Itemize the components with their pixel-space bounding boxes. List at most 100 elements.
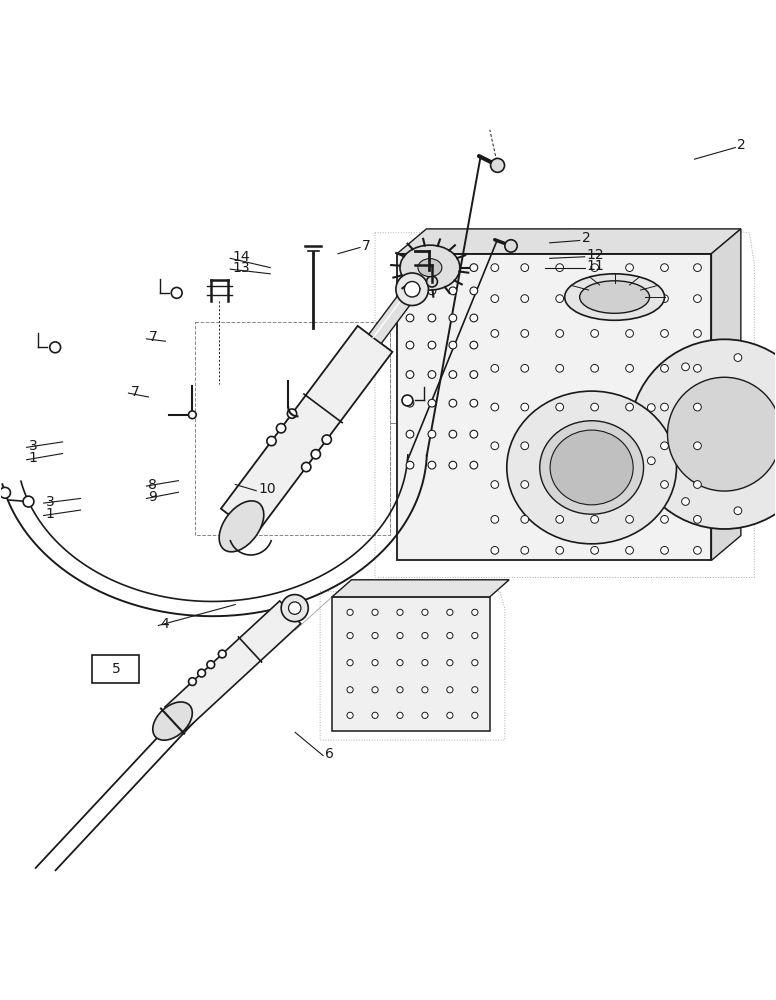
Circle shape [660, 481, 668, 488]
Circle shape [556, 295, 563, 302]
Circle shape [372, 687, 378, 693]
Circle shape [302, 462, 311, 472]
Text: 1: 1 [29, 451, 37, 465]
Circle shape [491, 403, 499, 411]
Circle shape [694, 546, 702, 554]
Circle shape [660, 364, 668, 372]
Circle shape [287, 409, 296, 418]
Circle shape [218, 650, 226, 658]
Circle shape [207, 661, 215, 668]
Circle shape [347, 632, 353, 639]
Circle shape [647, 457, 655, 465]
Circle shape [734, 354, 742, 361]
Circle shape [422, 632, 428, 639]
Circle shape [447, 632, 453, 639]
Circle shape [490, 158, 504, 172]
Circle shape [267, 436, 276, 446]
Circle shape [505, 240, 517, 252]
Ellipse shape [418, 259, 442, 277]
Circle shape [422, 712, 428, 718]
Circle shape [189, 411, 196, 419]
Circle shape [447, 712, 453, 718]
Text: 6: 6 [325, 747, 334, 761]
Circle shape [556, 515, 563, 523]
Circle shape [428, 341, 436, 349]
Circle shape [470, 341, 478, 349]
Circle shape [591, 364, 598, 372]
FancyBboxPatch shape [92, 655, 140, 683]
Circle shape [406, 430, 414, 438]
Circle shape [397, 632, 403, 639]
Bar [397, 254, 712, 560]
Circle shape [470, 264, 478, 271]
Circle shape [406, 314, 414, 322]
Circle shape [660, 330, 668, 337]
Circle shape [422, 609, 428, 615]
Circle shape [591, 546, 598, 554]
Ellipse shape [507, 391, 677, 544]
Ellipse shape [153, 702, 192, 740]
Circle shape [372, 660, 378, 666]
Circle shape [397, 687, 403, 693]
Circle shape [449, 399, 457, 407]
Polygon shape [332, 580, 509, 597]
Text: 11: 11 [587, 259, 605, 273]
Circle shape [428, 461, 436, 469]
Circle shape [521, 546, 528, 554]
Circle shape [491, 546, 499, 554]
Circle shape [694, 264, 702, 271]
Circle shape [397, 712, 403, 718]
Circle shape [428, 264, 436, 271]
Circle shape [447, 660, 453, 666]
Text: 9: 9 [148, 490, 158, 504]
Circle shape [470, 371, 478, 378]
Ellipse shape [565, 274, 664, 320]
Circle shape [372, 712, 378, 718]
Circle shape [347, 609, 353, 615]
Circle shape [470, 430, 478, 438]
Polygon shape [369, 290, 414, 344]
Circle shape [397, 609, 403, 615]
Circle shape [694, 330, 702, 337]
Circle shape [625, 330, 633, 337]
Circle shape [402, 395, 413, 406]
Text: 4: 4 [161, 617, 169, 631]
Circle shape [50, 342, 61, 353]
Circle shape [491, 295, 499, 302]
Circle shape [372, 632, 378, 639]
Ellipse shape [396, 273, 428, 306]
Circle shape [397, 660, 403, 666]
Circle shape [681, 498, 689, 505]
Circle shape [625, 295, 633, 302]
Circle shape [347, 687, 353, 693]
Circle shape [189, 678, 196, 685]
Circle shape [491, 264, 499, 271]
Circle shape [660, 442, 668, 450]
Polygon shape [221, 326, 393, 535]
Circle shape [521, 442, 528, 450]
Text: 14: 14 [232, 250, 250, 264]
Circle shape [491, 481, 499, 488]
Circle shape [556, 403, 563, 411]
Circle shape [629, 339, 776, 529]
Circle shape [423, 264, 435, 276]
Circle shape [694, 295, 702, 302]
Text: 13: 13 [232, 261, 250, 275]
Circle shape [406, 399, 414, 407]
Text: 8: 8 [148, 478, 158, 492]
Circle shape [694, 481, 702, 488]
Circle shape [449, 341, 457, 349]
Circle shape [428, 371, 436, 378]
Circle shape [406, 264, 414, 271]
Circle shape [428, 399, 436, 407]
Circle shape [372, 609, 378, 615]
Circle shape [470, 399, 478, 407]
Circle shape [521, 515, 528, 523]
Circle shape [660, 515, 668, 523]
Circle shape [198, 669, 206, 677]
Circle shape [694, 515, 702, 523]
Circle shape [347, 712, 353, 718]
Circle shape [556, 364, 563, 372]
Circle shape [625, 364, 633, 372]
Ellipse shape [540, 421, 643, 514]
